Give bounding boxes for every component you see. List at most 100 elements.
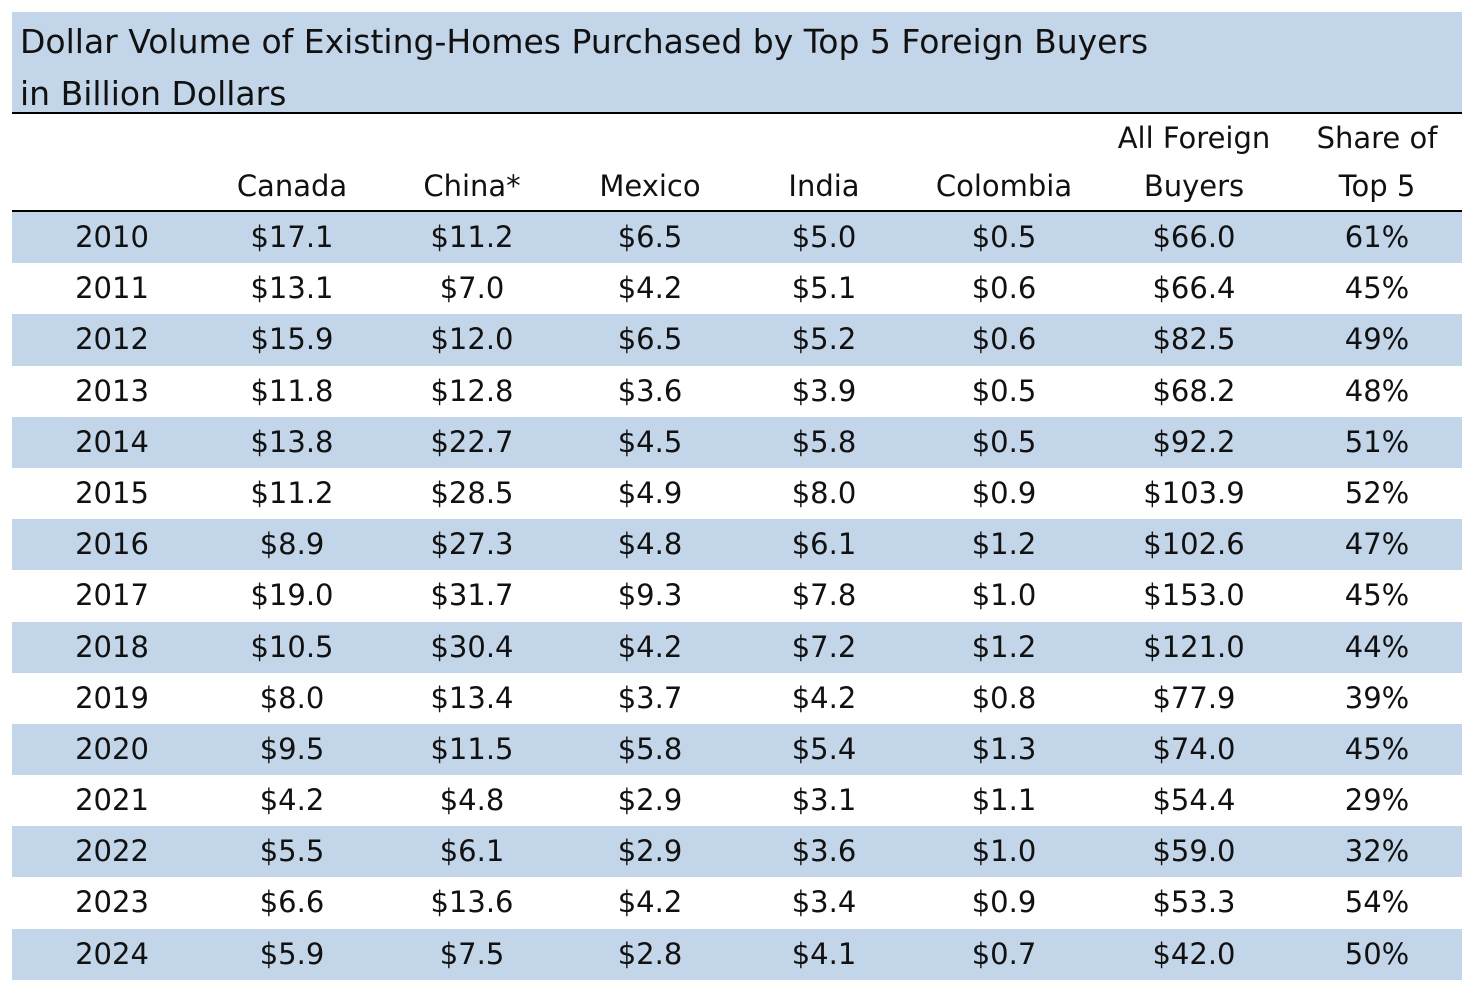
column-header-line-2: Canada: [236, 169, 348, 203]
cell-colombia: $0.5: [971, 220, 1037, 254]
cell-share_top5: 45%: [1344, 578, 1410, 613]
cell-share_top5: 49%: [1344, 322, 1410, 357]
cell-all_foreign: $54.4: [1152, 783, 1236, 818]
cell-all_foreign: $74.0: [1152, 731, 1236, 766]
cell-india: $5.2: [791, 322, 857, 357]
cell-year: 2021: [75, 783, 149, 818]
cell-share_top5: 47%: [1344, 527, 1410, 562]
cell-colombia: $1.2: [971, 629, 1037, 664]
cell-india: $3.9: [791, 373, 857, 408]
cell-colombia: $1.0: [971, 578, 1037, 613]
column-header-line-2: [22, 162, 202, 210]
cell-canada: $11.8: [250, 373, 334, 408]
cell-canada: $11.2: [250, 475, 334, 510]
cell-year: 2020: [75, 731, 149, 766]
cell-canada: $6.6: [259, 885, 325, 920]
cell-share_top5: 61%: [1344, 220, 1410, 254]
table-body: 2010 $17.1 $11.2 $6.5 $5.0 $0.5 $66.0 61% 2011 $1…: [12, 212, 1462, 980]
cell-china: $27.3: [430, 527, 514, 562]
table-row: 2023 $6.6 $13.6 $4.2 $3.4 $0.9 $53.3 54%: [12, 877, 1462, 928]
cell-share_top5: 45%: [1344, 271, 1410, 306]
cell-year: 2012: [75, 322, 149, 357]
cell-mexico: $6.5: [617, 322, 683, 357]
column-header-canada: Canada: [202, 114, 382, 210]
column-header-line-1: [202, 114, 382, 162]
table-row: 2017 $19.0 $31.7 $9.3 $7.8 $1.0 $153.0 45%: [12, 570, 1462, 621]
column-header-row: Canada China* Mexico India Colombia All Forei…: [12, 114, 1462, 212]
table-row: 2020 $9.5 $11.5 $5.8 $5.4 $1.3 $74.0 45%: [12, 723, 1462, 776]
cell-colombia: $0.9: [971, 885, 1037, 920]
cell-canada: $4.2: [259, 783, 325, 818]
cell-china: $13.4: [430, 680, 514, 715]
cell-china: $13.6: [430, 885, 514, 920]
cell-colombia: $1.3: [971, 731, 1037, 766]
cell-colombia: $0.6: [971, 271, 1037, 306]
column-header-mexico: Mexico: [560, 114, 740, 210]
cell-canada: $17.1: [250, 220, 334, 254]
cell-share_top5: 39%: [1344, 680, 1410, 715]
title-line-1: Dollar Volume of Existing-Homes Purchase…: [20, 22, 1149, 61]
cell-china: $22.7: [430, 424, 514, 459]
cell-mexico: $5.8: [617, 731, 683, 766]
cell-canada: $5.9: [259, 936, 325, 971]
table-row: 2018 $10.5 $30.4 $4.2 $7.2 $1.2 $121.0 44%: [12, 621, 1462, 673]
cell-year: 2022: [75, 834, 149, 869]
cell-year: 2011: [75, 271, 149, 306]
cell-all_foreign: $42.0: [1152, 936, 1236, 971]
cell-share_top5: 32%: [1344, 834, 1410, 869]
cell-all_foreign: $66.0: [1152, 220, 1236, 254]
cell-colombia: $1.2: [971, 527, 1037, 562]
cell-all_foreign: $66.4: [1152, 271, 1236, 306]
cell-colombia: $0.5: [971, 424, 1037, 459]
cell-china: $7.0: [439, 271, 505, 306]
cell-china: $31.7: [430, 578, 514, 613]
cell-all_foreign: $77.9: [1152, 680, 1236, 715]
cell-share_top5: 29%: [1344, 783, 1410, 818]
cell-mexico: $2.9: [617, 783, 683, 818]
table-row: 2021 $4.2 $4.8 $2.9 $3.1 $1.1 $54.4 29%: [12, 775, 1462, 826]
cell-china: $30.4: [430, 629, 514, 664]
table-row: 2022 $5.5 $6.1 $2.9 $3.6 $1.0 $59.0 32%: [12, 826, 1462, 878]
cell-colombia: $0.6: [971, 322, 1037, 357]
cell-india: $8.0: [791, 475, 857, 510]
cell-china: $12.0: [430, 322, 514, 357]
cell-colombia: $0.8: [971, 680, 1037, 715]
cell-all_foreign: $121.0: [1143, 629, 1245, 664]
table-title: Dollar Volume of Existing-Homes Purchase…: [12, 12, 1462, 114]
cell-india: $3.4: [791, 885, 857, 920]
cell-year: 2014: [75, 424, 149, 459]
cell-mexico: $2.8: [617, 936, 683, 971]
column-header-colombia: Colombia: [909, 114, 1099, 210]
cell-year: 2013: [75, 373, 149, 408]
cell-china: $28.5: [430, 475, 514, 510]
cell-share_top5: 45%: [1344, 731, 1410, 766]
column-header-line-1: Share of: [1316, 121, 1438, 155]
column-header-line-1: [560, 114, 740, 162]
cell-mexico: $6.5: [617, 220, 683, 254]
title-line-2: in Billion Dollars: [20, 74, 287, 113]
cell-colombia: $1.0: [971, 834, 1037, 869]
cell-mexico: $4.2: [617, 885, 683, 920]
cell-year: 2023: [75, 885, 149, 920]
table-row: 2010 $17.1 $11.2 $6.5 $5.0 $0.5 $66.0 61%: [12, 212, 1462, 264]
cell-all_foreign: $68.2: [1152, 373, 1236, 408]
cell-share_top5: 50%: [1344, 936, 1410, 971]
column-header-share_top5: Share of Top 5: [1292, 114, 1462, 210]
cell-all_foreign: $92.2: [1152, 424, 1236, 459]
cell-china: $6.1: [439, 834, 505, 869]
cell-canada: $13.1: [250, 271, 334, 306]
column-header-line-2: Colombia: [935, 169, 1073, 203]
cell-india: $5.8: [791, 424, 857, 459]
cell-india: $4.2: [791, 680, 857, 715]
cell-all_foreign: $102.6: [1143, 527, 1245, 562]
cell-canada: $13.8: [250, 424, 334, 459]
cell-share_top5: 51%: [1344, 424, 1410, 459]
cell-india: $7.2: [791, 629, 857, 664]
column-header-line-1: [734, 114, 914, 162]
cell-all_foreign: $153.0: [1143, 578, 1245, 613]
cell-year: 2024: [75, 936, 149, 971]
cell-canada: $19.0: [250, 578, 334, 613]
table-row: 2014 $13.8 $22.7 $4.5 $5.8 $0.5 $92.2 51%: [12, 416, 1462, 468]
cell-canada: $5.5: [259, 834, 325, 869]
cell-all_foreign: $103.9: [1143, 475, 1245, 510]
